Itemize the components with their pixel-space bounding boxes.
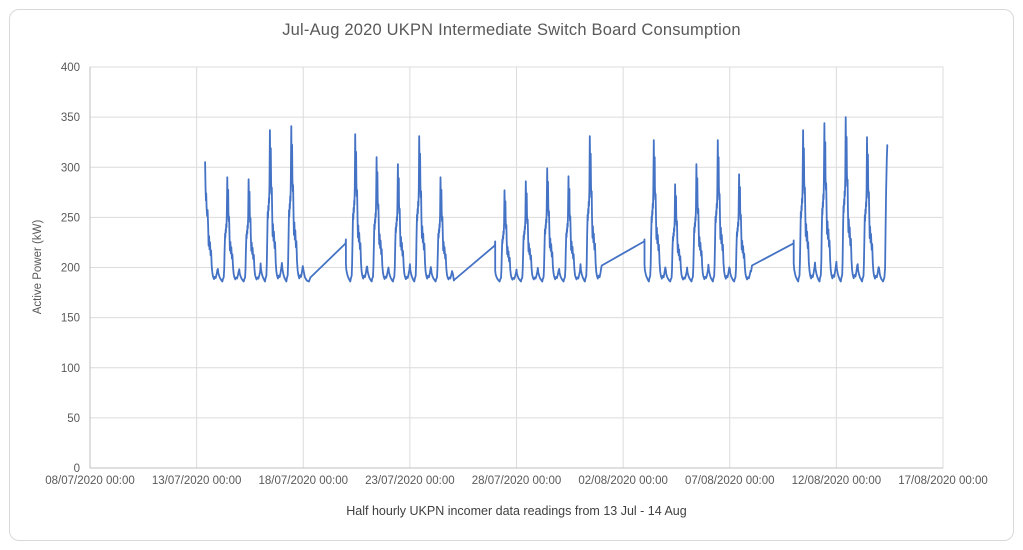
x-axis-title: Half hourly UKPN incomer data readings f…	[346, 504, 687, 518]
x-tick-label: 02/08/2020 00:00	[578, 475, 668, 487]
y-tick-label: 300	[61, 162, 80, 174]
x-tick-label: 18/07/2020 00:00	[258, 475, 348, 487]
chart-title: Jul-Aug 2020 UKPN Intermediate Switch Bo…	[282, 21, 741, 39]
y-tick-label: 350	[61, 112, 80, 124]
x-tick-label: 28/07/2020 00:00	[472, 475, 562, 487]
consumption-line-series	[204, 116, 889, 283]
y-tick-label: 0	[74, 463, 80, 475]
y-tick-label: 200	[61, 263, 80, 275]
y-tick-label: 400	[61, 62, 80, 74]
y-tick-label: 250	[61, 212, 80, 224]
x-tick-label: 12/08/2020 00:00	[792, 475, 882, 487]
x-tick-label: 07/08/2020 00:00	[685, 475, 775, 487]
x-tick-label: 17/08/2020 00:00	[898, 475, 988, 487]
x-tick-label: 08/07/2020 00:00	[45, 475, 135, 487]
y-tick-label: 100	[61, 363, 80, 375]
x-tick-label: 13/07/2020 00:00	[152, 475, 242, 487]
y-tick-label: 150	[61, 313, 80, 325]
x-tick-label: 23/07/2020 00:00	[365, 475, 455, 487]
y-tick-label: 50	[67, 413, 80, 425]
